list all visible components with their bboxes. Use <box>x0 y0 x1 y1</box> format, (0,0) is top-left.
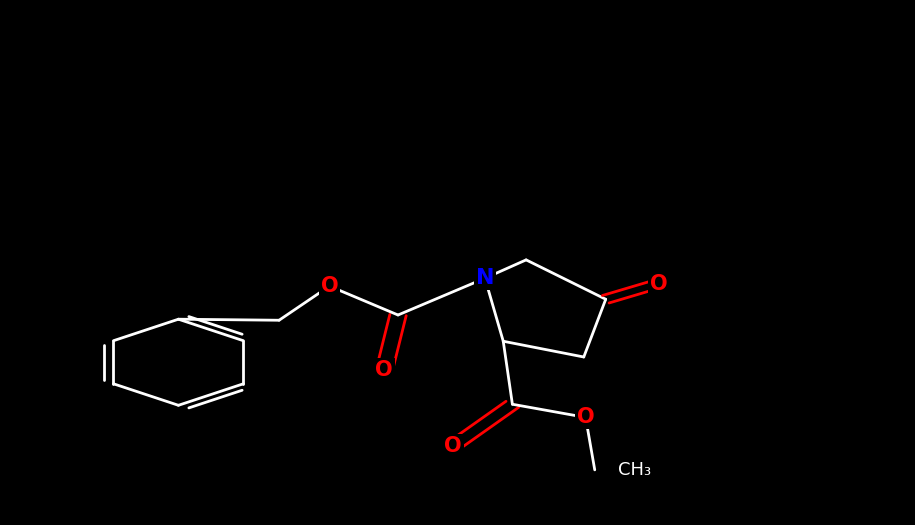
Text: O: O <box>375 360 393 380</box>
Text: O: O <box>444 436 462 456</box>
Text: O: O <box>650 274 668 293</box>
Text: N: N <box>476 268 494 288</box>
Text: O: O <box>320 276 339 296</box>
Text: O: O <box>576 407 595 427</box>
Text: CH₃: CH₃ <box>618 461 651 479</box>
